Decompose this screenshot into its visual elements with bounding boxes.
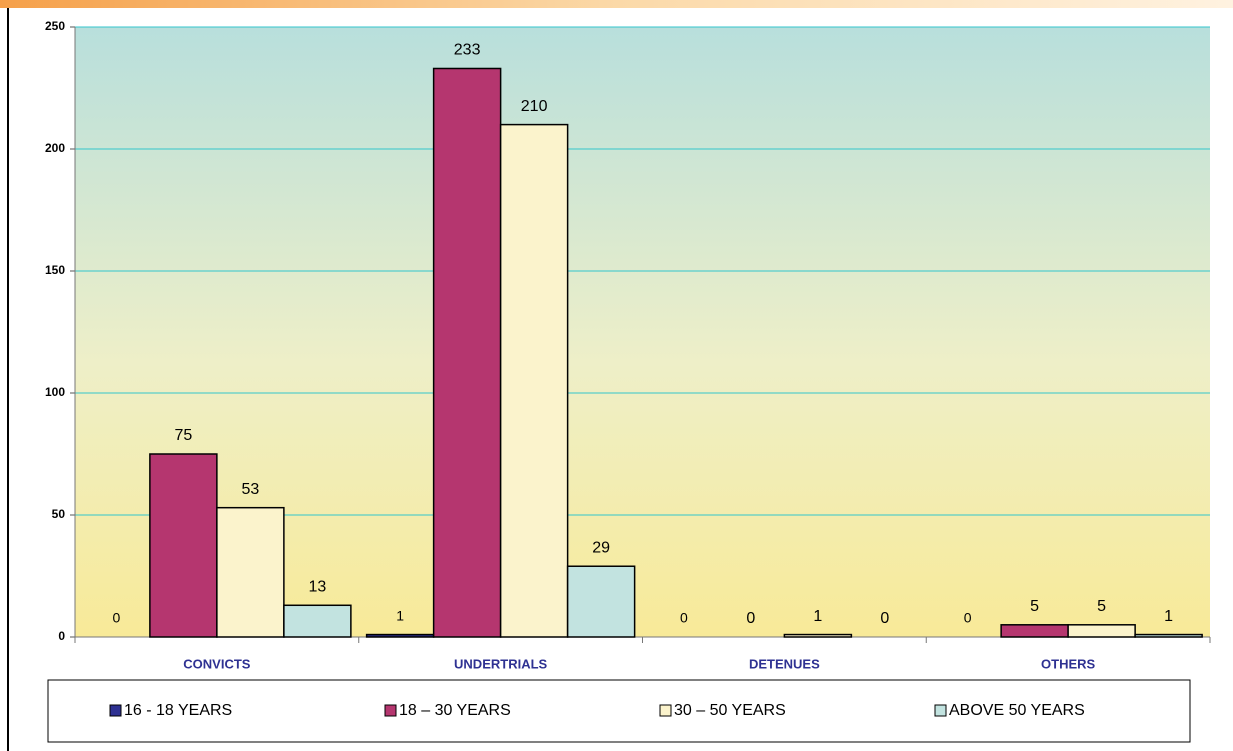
y-tick-label: 200 bbox=[45, 141, 65, 155]
bar bbox=[566, 565, 636, 638]
legend-swatch bbox=[934, 704, 947, 717]
data-label: 1 bbox=[813, 608, 822, 625]
data-label: 1 bbox=[396, 607, 404, 623]
bar bbox=[365, 633, 435, 638]
legend-swatch bbox=[659, 704, 672, 717]
legend-swatch bbox=[109, 704, 122, 717]
legend-label: ABOVE 50 YEARS bbox=[949, 702, 1085, 719]
data-label: 1 bbox=[1164, 608, 1173, 625]
bar bbox=[149, 453, 218, 638]
bar bbox=[499, 123, 569, 638]
bar bbox=[1000, 624, 1069, 638]
bar bbox=[1067, 624, 1136, 638]
data-label: 233 bbox=[454, 42, 481, 59]
data-label: 75 bbox=[174, 427, 192, 444]
data-label: 0 bbox=[680, 610, 688, 626]
legend-label: 16 - 18 YEARS bbox=[124, 702, 232, 719]
legend-label: 30 – 50 YEARS bbox=[674, 702, 786, 719]
bar bbox=[283, 604, 352, 638]
x-tick-label: CONVICTS bbox=[183, 656, 251, 671]
bar bbox=[783, 633, 853, 638]
data-label: 0 bbox=[746, 610, 755, 627]
bar bbox=[216, 506, 285, 638]
data-label: 29 bbox=[592, 539, 610, 556]
y-tick-label: 0 bbox=[58, 629, 65, 643]
bar bbox=[432, 67, 502, 638]
data-label: 0 bbox=[964, 610, 972, 626]
y-tick-label: 50 bbox=[52, 507, 66, 521]
data-label: 0 bbox=[880, 610, 889, 627]
legend-box bbox=[47, 679, 1191, 743]
data-label: 13 bbox=[308, 578, 326, 595]
y-tick-label: 250 bbox=[45, 19, 65, 33]
legend-swatch bbox=[384, 704, 397, 717]
x-tick-label: DETENUES bbox=[749, 656, 820, 671]
top-strip bbox=[0, 0, 1233, 8]
bar bbox=[1134, 633, 1203, 638]
data-label: 5 bbox=[1030, 598, 1039, 615]
legend-label: 18 – 30 YEARS bbox=[399, 702, 511, 719]
data-label: 5 bbox=[1097, 598, 1106, 615]
x-tick-label: OTHERS bbox=[1041, 656, 1096, 671]
x-tick-label: UNDERTRIALS bbox=[454, 656, 547, 671]
y-tick-label: 100 bbox=[45, 385, 65, 399]
data-label: 0 bbox=[112, 610, 120, 626]
data-label: 210 bbox=[521, 98, 548, 115]
data-label: 53 bbox=[241, 481, 259, 498]
y-tick-label: 150 bbox=[45, 263, 65, 277]
